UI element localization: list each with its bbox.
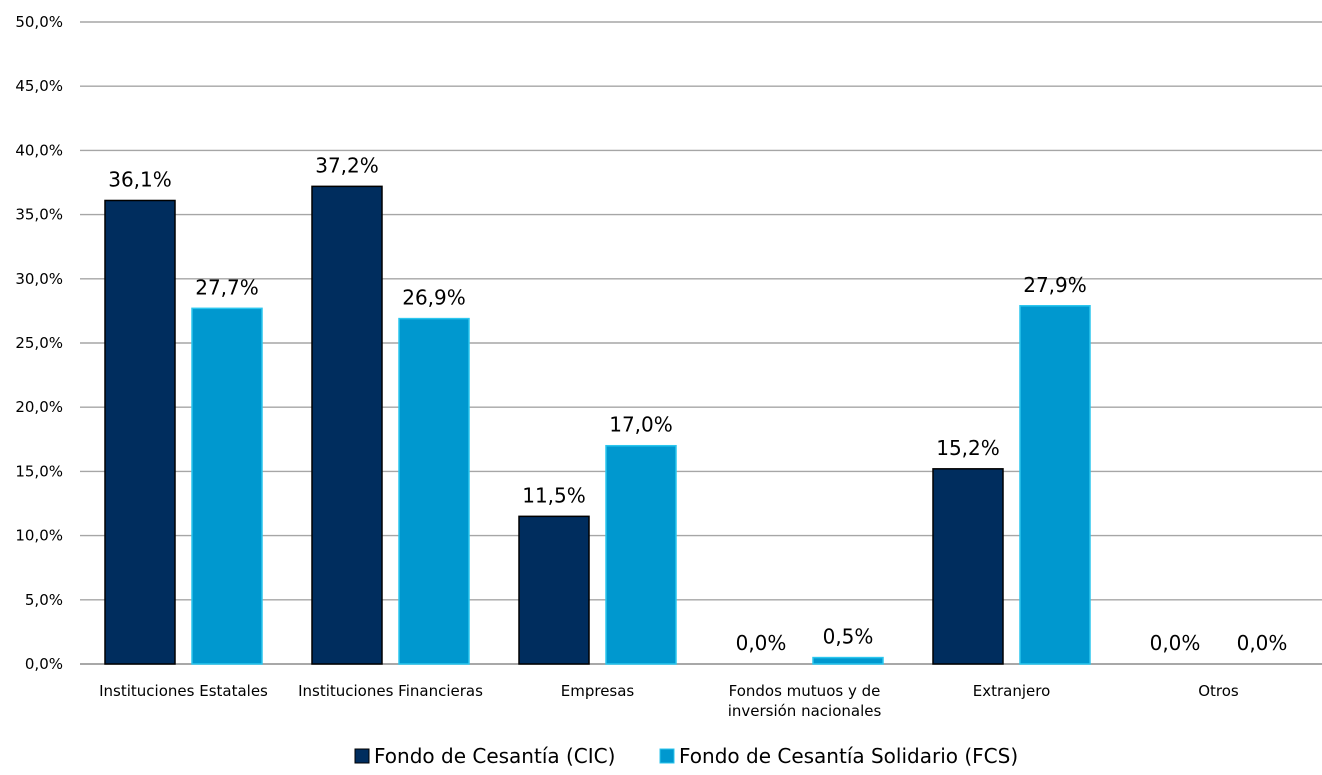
legend-label-cic: Fondo de Cesantía (CIC) [374,744,615,768]
y-tick-label: 25,0% [15,334,63,352]
data-label-fcs: 27,9% [1023,273,1087,297]
x-tick-label-line: Instituciones Financieras [298,682,483,700]
x-tick-label-line: Empresas [561,682,635,700]
legend: Fondo de Cesantía (CIC) Fondo de Cesantía… [354,744,1018,768]
x-tick-label-line: Fondos mutuos y de [729,682,881,700]
gridlines [80,21,1322,665]
y-tick-label: 0,0% [25,655,63,673]
data-label-cic: 11,5% [522,483,586,507]
x-tick-label-line: Extranjero [973,682,1051,700]
bar-fcs [398,317,470,665]
data-label-fcs: 26,9% [402,286,466,310]
bar-cic [932,468,1004,665]
bar-cic [104,199,176,665]
y-tick-label: 50,0% [15,13,63,31]
y-tick-label: 40,0% [15,141,63,159]
y-axis: 0,0% 5,0% 10,0% 15,0% 20,0% 25,0% 30,0% 35,0% 40… [15,13,63,673]
legend-label-fcs: Fondo de Cesantía Solidario (FCS) [679,744,1018,768]
data-label-cic: 0,0% [736,631,787,655]
bar-fcs [812,656,884,665]
data-label-cic: 15,2% [936,436,1000,460]
x-tick-label: Otros [1198,682,1239,700]
x-tick-label: Fondos mutuos y de inversión nacionales [728,682,882,720]
data-label-fcs: 0,0% [1237,631,1288,655]
data-label-fcs: 0,5% [823,625,874,649]
x-axis: Instituciones Estatales Instituciones Fin… [99,682,1239,720]
y-tick-label: 35,0% [15,206,63,224]
data-label-cic: 37,2% [315,153,379,177]
x-tick-label: Empresas [561,682,635,700]
x-tick-label-line: Otros [1198,682,1239,700]
x-tick-label-line: Instituciones Estatales [99,682,268,700]
x-tick-label: Instituciones Estatales [99,682,268,700]
bar-fcs [191,307,263,665]
data-label-fcs: 27,7% [195,275,259,299]
legend-swatch-fcs [659,748,675,764]
y-tick-label: 45,0% [15,77,63,95]
data-label-fcs: 17,0% [609,413,673,437]
bar-fcs [1019,305,1091,665]
data-label-cic: 36,1% [108,167,172,191]
y-tick-label: 30,0% [15,270,63,288]
data-labels: 36,1% 37,2% 11,5% 0,0% 15,2% 0,0% 27,7% 26,9% 17… [108,153,1287,655]
bar-cic [311,185,383,665]
data-label-cic: 0,0% [1150,631,1201,655]
y-tick-label: 15,0% [15,462,63,480]
y-tick-label: 5,0% [25,591,63,609]
legend-swatch-cic [354,748,370,764]
y-tick-label: 20,0% [15,398,63,416]
bars [104,185,1091,665]
bar-cic [518,515,590,665]
x-tick-label: Instituciones Financieras [298,682,483,700]
x-tick-label-line: inversión nacionales [728,702,882,720]
y-tick-label: 10,0% [15,527,63,545]
x-tick-label: Extranjero [973,682,1051,700]
bar-fcs [605,444,677,665]
